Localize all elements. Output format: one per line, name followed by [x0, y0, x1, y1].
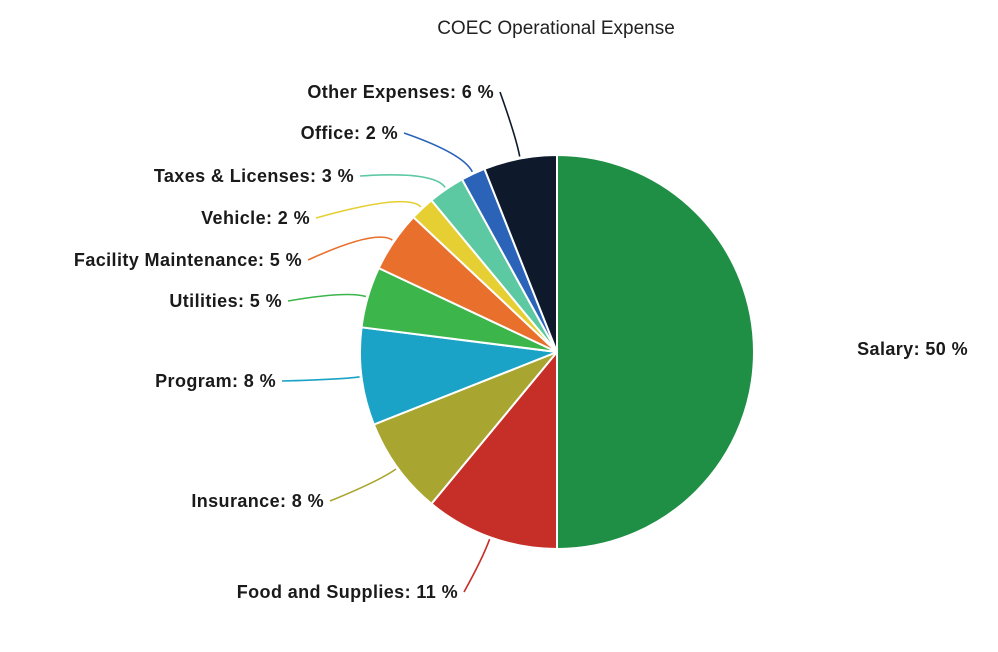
- slice-program: [359, 326, 558, 426]
- leader-lines: [281, 91, 521, 593]
- leader-utilities: [287, 293, 367, 302]
- label-taxes-and-licenses: Taxes & Licenses: 3 %: [154, 166, 354, 186]
- leader-facility-maintenance: [307, 236, 393, 261]
- leader-insurance: [329, 468, 397, 502]
- label-food-and-supplies: Food and Supplies: 11 %: [237, 582, 458, 602]
- pie-slices: [359, 153, 755, 551]
- label-other-expenses: Other Expenses: 6 %: [307, 82, 494, 102]
- slice-other-expenses: [483, 153, 558, 353]
- label-salary: Salary: 50 %: [857, 339, 968, 359]
- slice-salary: [556, 153, 755, 551]
- leader-vehicle: [315, 200, 422, 219]
- leader-taxes-and-licenses: [359, 174, 446, 188]
- leader-office: [403, 132, 474, 173]
- chart-title: COEC Operational Expense: [437, 18, 675, 39]
- label-facility-maintenance: Facility Maintenance: 5 %: [74, 250, 302, 270]
- label-program: Program: 8 %: [155, 371, 276, 391]
- label-utilities: Utilities: 5 %: [169, 291, 282, 311]
- leader-food-and-supplies: [463, 538, 491, 593]
- leader-other-expenses: [499, 91, 521, 157]
- slice-insurance: [372, 351, 558, 506]
- label-insurance: Insurance: 8 %: [191, 491, 324, 511]
- leader-program: [281, 376, 360, 382]
- slice-labels: Salary: 50 % Food and Supplies: 11 % Insur…: [74, 82, 968, 602]
- label-office: Office: 2 %: [301, 123, 398, 143]
- slice-food-and-supplies: [430, 349, 558, 551]
- label-vehicle: Vehicle: 2 %: [201, 208, 310, 228]
